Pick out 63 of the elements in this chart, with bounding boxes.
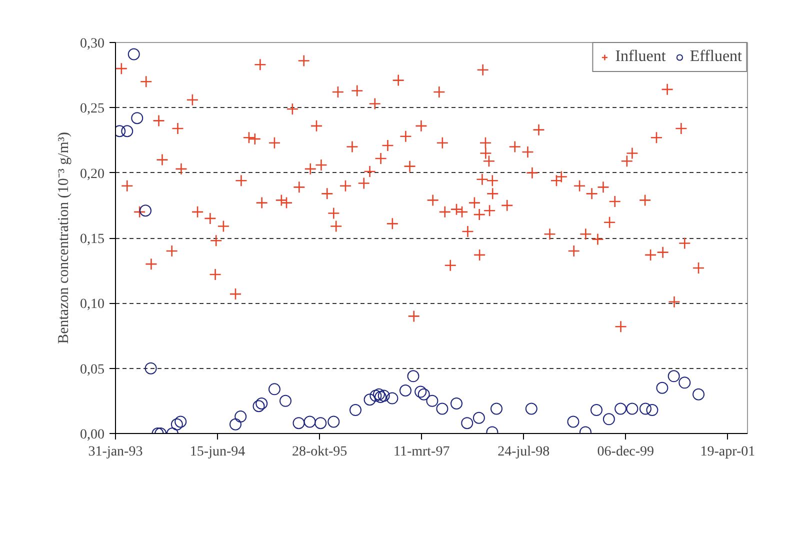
y-tick-label: 0,25	[80, 102, 104, 117]
legend-label: Effluent	[690, 48, 742, 66]
point	[450, 398, 462, 410]
point	[602, 413, 615, 426]
point	[567, 416, 580, 428]
y-tick-label: 0,05	[80, 362, 104, 378]
point	[407, 370, 420, 382]
point	[426, 394, 438, 407]
point	[279, 394, 292, 407]
x-tick-label: 11-mrt-97	[393, 444, 450, 460]
y-tick-label: 0,20	[80, 166, 104, 182]
x-tick-label: 24-jul-98	[498, 444, 550, 460]
point	[414, 386, 427, 398]
x-tick-label: 31-jan-93	[88, 444, 143, 460]
point	[639, 402, 652, 415]
point	[292, 417, 305, 430]
point	[328, 416, 340, 428]
point	[121, 125, 134, 138]
point	[229, 418, 242, 430]
point	[234, 410, 247, 423]
point	[472, 412, 485, 424]
y-axis-title: Bentazon concentration (10⁻³ g/m³)	[56, 132, 72, 344]
point	[436, 402, 448, 415]
point	[668, 370, 680, 382]
x-tick-label: 28-okt-95	[292, 444, 348, 460]
point	[349, 404, 362, 416]
point	[314, 417, 327, 430]
point	[140, 204, 152, 217]
point	[370, 390, 382, 402]
point	[525, 402, 538, 415]
y-tick-label: 0,00	[80, 428, 104, 442]
point	[590, 404, 602, 416]
point	[170, 418, 183, 430]
point	[418, 388, 430, 400]
x-tick-label: 19-apr-01	[700, 444, 756, 460]
point	[364, 394, 376, 406]
point	[131, 112, 144, 124]
x-tick-label: 06-dec-99	[597, 444, 654, 460]
point	[646, 404, 658, 416]
point	[614, 402, 627, 415]
point	[144, 362, 157, 374]
point	[386, 392, 398, 404]
point	[399, 384, 412, 396]
point	[256, 398, 268, 410]
point	[678, 376, 691, 389]
point	[304, 416, 316, 428]
point	[372, 388, 385, 400]
point	[378, 390, 390, 402]
point	[692, 388, 705, 400]
y-tick-label: 0,10	[80, 297, 104, 312]
point	[174, 416, 187, 428]
y-tick-label: 0,30	[80, 36, 104, 52]
point	[252, 400, 265, 412]
point	[626, 402, 638, 415]
point	[490, 402, 502, 415]
point	[268, 383, 280, 396]
point	[128, 48, 140, 60]
point	[374, 391, 387, 403]
x-tick-label: 15-jun-94	[190, 444, 246, 460]
point	[656, 382, 668, 394]
legend-label: Influent	[615, 48, 666, 66]
y-tick-label: 0,15	[80, 232, 104, 247]
point	[461, 417, 474, 430]
